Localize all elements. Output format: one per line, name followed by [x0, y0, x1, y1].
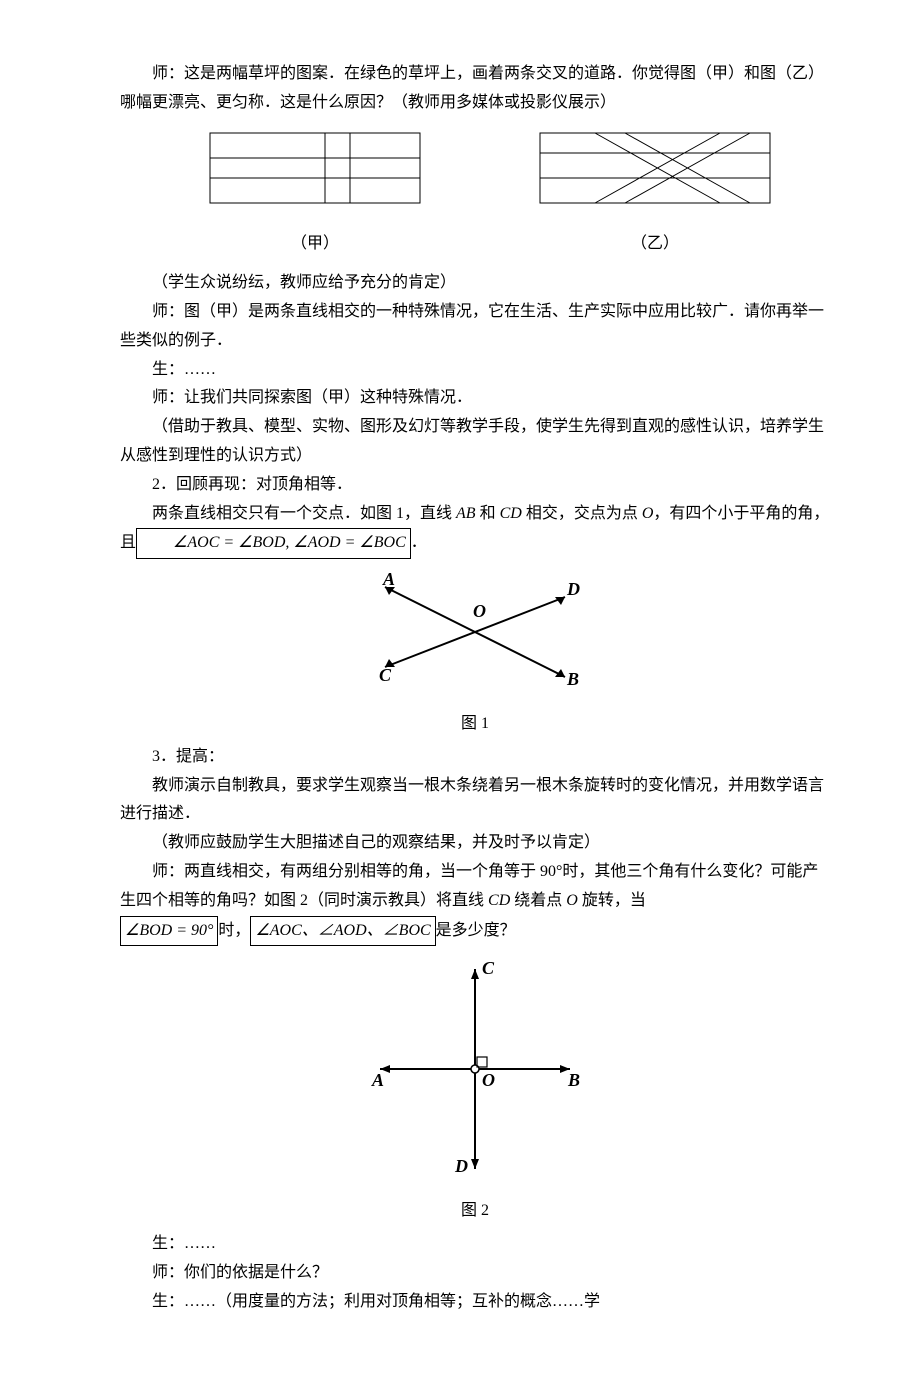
p8-part-b: 和 [476, 505, 500, 522]
var-cd-2: CD [488, 892, 510, 909]
fig2-label-o: O [482, 1070, 495, 1090]
paragraph-1: 师：这是两幅草坪的图案．在绿色的草坪上，画着两条交叉的道路．你觉得图（甲）和图（… [120, 60, 830, 118]
fig1-label-b: B [566, 669, 579, 689]
period-1: ． [411, 534, 427, 551]
figure-2-wrap: A B C D O 图 2 [120, 954, 830, 1226]
caption-fig1: 图 1 [120, 710, 830, 739]
paragraph-11: （教师应鼓励学生大胆描述自己的观察结果，并及时予以肯定） [120, 829, 830, 858]
paragraph-4: 生：…… [120, 356, 830, 385]
paragraph-9: 3．提高： [120, 743, 830, 772]
p12-part-b: 绕着点 [510, 892, 566, 909]
p12-part-c: 旋转，当 [578, 892, 646, 909]
paragraph-14: 师：你们的依据是什么？ [120, 1259, 830, 1288]
p8-part-c: 相交，交点为点 [522, 505, 642, 522]
paragraph-3: 师：图（甲）是两条直线相交的一种特殊情况，它在生活、生产实际中应用比较广．请你再… [120, 298, 830, 356]
mid-text: 时， [218, 922, 250, 939]
equation-2: ∠BOD = 90° [120, 916, 218, 947]
diagram-row-jia-yi: （甲） （乙） [150, 128, 830, 260]
paragraph-8: 两条直线相交只有一个交点．如图 1，直线 AB 和 CD 相交，交点为点 O，有… [120, 500, 830, 560]
paragraph-7: 2．回顾再现：对顶角相等． [120, 471, 830, 500]
paragraph-6: （借助于教具、模型、实物、图形及幻灯等教学手段，使学生先得到直观的感性认识，培养… [120, 413, 830, 471]
diagram-jia-block: （甲） [205, 128, 425, 260]
figure-2: A B C D O [360, 954, 590, 1184]
paragraph-5: 师：让我们共同探索图（甲）这种特殊情况． [120, 384, 830, 413]
diagram-yi [535, 128, 775, 218]
p8-part-a: 两条直线相交只有一个交点．如图 1，直线 [152, 505, 456, 522]
paragraph-12: 师：两直线相交，有两组分别相等的角，当一个角等于 90°时，其他三个角有什么变化… [120, 858, 830, 916]
paragraph-2: （学生众说纷纭，教师应给予充分的肯定） [120, 269, 830, 298]
var-ab: AB [456, 505, 476, 522]
var-cd: CD [500, 505, 522, 522]
diagram-jia [205, 128, 425, 218]
caption-fig2: 图 2 [120, 1197, 830, 1226]
paragraph-13: 生：…… [120, 1230, 830, 1259]
caption-yi: （乙） [535, 230, 775, 259]
fig2-label-d: D [454, 1156, 468, 1176]
diagram-yi-block: （乙） [535, 128, 775, 260]
p12-part-a: 师：两直线相交，有两组分别相等的角，当一个角等于 90°时，其他三个角有什么变化… [120, 863, 818, 909]
figure-1: A B C D O [355, 567, 595, 697]
tail-text: 是多少度？ [436, 922, 516, 939]
fig2-label-b: B [567, 1070, 580, 1090]
fig2-label-a: A [371, 1070, 384, 1090]
var-o-2: O [566, 892, 578, 909]
equation-1: ∠AOC = ∠BOD, ∠AOD = ∠BOC [136, 528, 411, 559]
paragraph-10: 教师演示自制教具，要求学生观察当一根木条绕着另一根木条旋转时的变化情况，并用数学… [120, 772, 830, 830]
fig1-label-d: D [566, 579, 580, 599]
var-o: O [642, 505, 654, 522]
fig1-label-a: A [382, 569, 395, 589]
fig1-label-c: C [379, 665, 392, 685]
caption-jia: （甲） [205, 230, 425, 259]
fig2-label-c: C [482, 958, 495, 978]
equation-line: ∠BOD = 90°时，∠AOC、∠AOD、∠BOC是多少度？ [120, 916, 830, 947]
fig1-label-o: O [473, 601, 486, 621]
equation-3: ∠AOC、∠AOD、∠BOC [250, 916, 435, 947]
figure-1-wrap: A B C D O 图 1 [120, 567, 830, 739]
